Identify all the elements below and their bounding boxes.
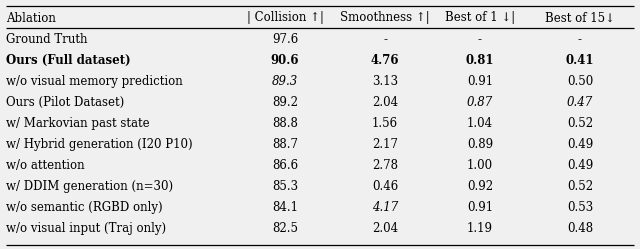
Text: 0.47: 0.47 — [567, 96, 593, 109]
Text: Ours (Full dataset): Ours (Full dataset) — [6, 54, 131, 67]
Text: w/o semantic (RGBD only): w/o semantic (RGBD only) — [6, 201, 163, 214]
Text: | Collision ↑|: | Collision ↑| — [246, 11, 323, 24]
Text: 4.17: 4.17 — [372, 201, 398, 214]
Text: 1.56: 1.56 — [372, 117, 398, 130]
Text: w/ Markovian past state: w/ Markovian past state — [6, 117, 150, 130]
Text: 2.04: 2.04 — [372, 222, 398, 235]
Text: 3.13: 3.13 — [372, 75, 398, 88]
Text: 1.04: 1.04 — [467, 117, 493, 130]
Text: 0.48: 0.48 — [567, 222, 593, 235]
Text: 84.1: 84.1 — [272, 201, 298, 214]
Text: w/ Hybrid generation (I20 P10): w/ Hybrid generation (I20 P10) — [6, 138, 193, 151]
Text: w/o attention: w/o attention — [6, 159, 84, 172]
Text: Ground Truth: Ground Truth — [6, 33, 88, 46]
Text: 0.52: 0.52 — [567, 180, 593, 193]
Text: 0.52: 0.52 — [567, 117, 593, 130]
Text: w/o visual input (Traj only): w/o visual input (Traj only) — [6, 222, 166, 235]
Text: 0.91: 0.91 — [467, 201, 493, 214]
Text: 0.81: 0.81 — [466, 54, 494, 67]
Text: 0.87: 0.87 — [467, 96, 493, 109]
Text: 2.78: 2.78 — [372, 159, 398, 172]
Text: 0.89: 0.89 — [467, 138, 493, 151]
Text: 82.5: 82.5 — [272, 222, 298, 235]
Text: -: - — [578, 33, 582, 46]
Text: 88.7: 88.7 — [272, 138, 298, 151]
Text: 0.49: 0.49 — [567, 159, 593, 172]
Text: 2.04: 2.04 — [372, 96, 398, 109]
Text: -: - — [478, 33, 482, 46]
Text: Ablation: Ablation — [6, 11, 56, 24]
Text: 0.46: 0.46 — [372, 180, 398, 193]
Text: 4.76: 4.76 — [371, 54, 399, 67]
Text: 0.41: 0.41 — [566, 54, 595, 67]
Text: 0.92: 0.92 — [467, 180, 493, 193]
Text: 0.49: 0.49 — [567, 138, 593, 151]
Text: 1.00: 1.00 — [467, 159, 493, 172]
Text: 88.8: 88.8 — [272, 117, 298, 130]
Text: 2.17: 2.17 — [372, 138, 398, 151]
Text: 0.50: 0.50 — [567, 75, 593, 88]
Text: 85.3: 85.3 — [272, 180, 298, 193]
Text: 97.6: 97.6 — [272, 33, 298, 46]
Text: Best of 15↓: Best of 15↓ — [545, 11, 615, 24]
Text: 0.53: 0.53 — [567, 201, 593, 214]
Text: Best of 1 ↓|: Best of 1 ↓| — [445, 11, 515, 24]
Text: 86.6: 86.6 — [272, 159, 298, 172]
Text: w/ DDIM generation (n=30): w/ DDIM generation (n=30) — [6, 180, 173, 193]
Text: w/o visual memory prediction: w/o visual memory prediction — [6, 75, 183, 88]
Text: Smoothness ↑|: Smoothness ↑| — [340, 11, 430, 24]
Text: 90.6: 90.6 — [271, 54, 300, 67]
Text: 89.2: 89.2 — [272, 96, 298, 109]
Text: 0.91: 0.91 — [467, 75, 493, 88]
Text: 1.19: 1.19 — [467, 222, 493, 235]
Text: -: - — [383, 33, 387, 46]
Text: 89.3: 89.3 — [272, 75, 298, 88]
Text: Ours (Pilot Dataset): Ours (Pilot Dataset) — [6, 96, 124, 109]
